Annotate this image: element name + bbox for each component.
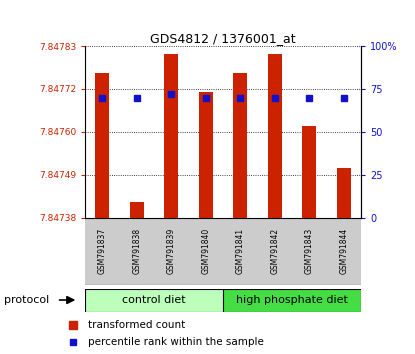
Bar (154, 218, 188, 285)
Bar (95, 73, 109, 218)
Bar (292, 218, 327, 285)
Bar (188, 218, 223, 285)
Bar (85, 289, 223, 312)
Text: GSM791839: GSM791839 (167, 228, 176, 274)
Text: transformed count: transformed count (88, 320, 186, 330)
Bar (130, 202, 144, 218)
Text: GSM791837: GSM791837 (98, 228, 107, 274)
Bar (223, 289, 361, 312)
Text: high phosphate diet: high phosphate diet (236, 295, 348, 305)
Bar (233, 73, 247, 218)
Bar (268, 54, 282, 218)
Text: control diet: control diet (122, 295, 186, 305)
Text: GSM791842: GSM791842 (270, 228, 279, 274)
Bar (120, 218, 154, 285)
Bar (303, 126, 316, 218)
Text: GSM791840: GSM791840 (201, 228, 210, 274)
Text: percentile rank within the sample: percentile rank within the sample (88, 337, 264, 347)
Bar (327, 218, 361, 285)
Bar (199, 92, 213, 218)
Title: GDS4812 / 1376001_at: GDS4812 / 1376001_at (150, 32, 296, 45)
Text: GSM791844: GSM791844 (339, 228, 348, 274)
Text: GSM791838: GSM791838 (132, 228, 142, 274)
Text: GSM791843: GSM791843 (305, 228, 314, 274)
Bar (337, 168, 351, 218)
Bar (85, 218, 120, 285)
Bar (258, 218, 292, 285)
Bar (223, 218, 258, 285)
Bar (164, 54, 178, 218)
Text: GSM791841: GSM791841 (236, 228, 245, 274)
Text: protocol: protocol (4, 295, 49, 305)
